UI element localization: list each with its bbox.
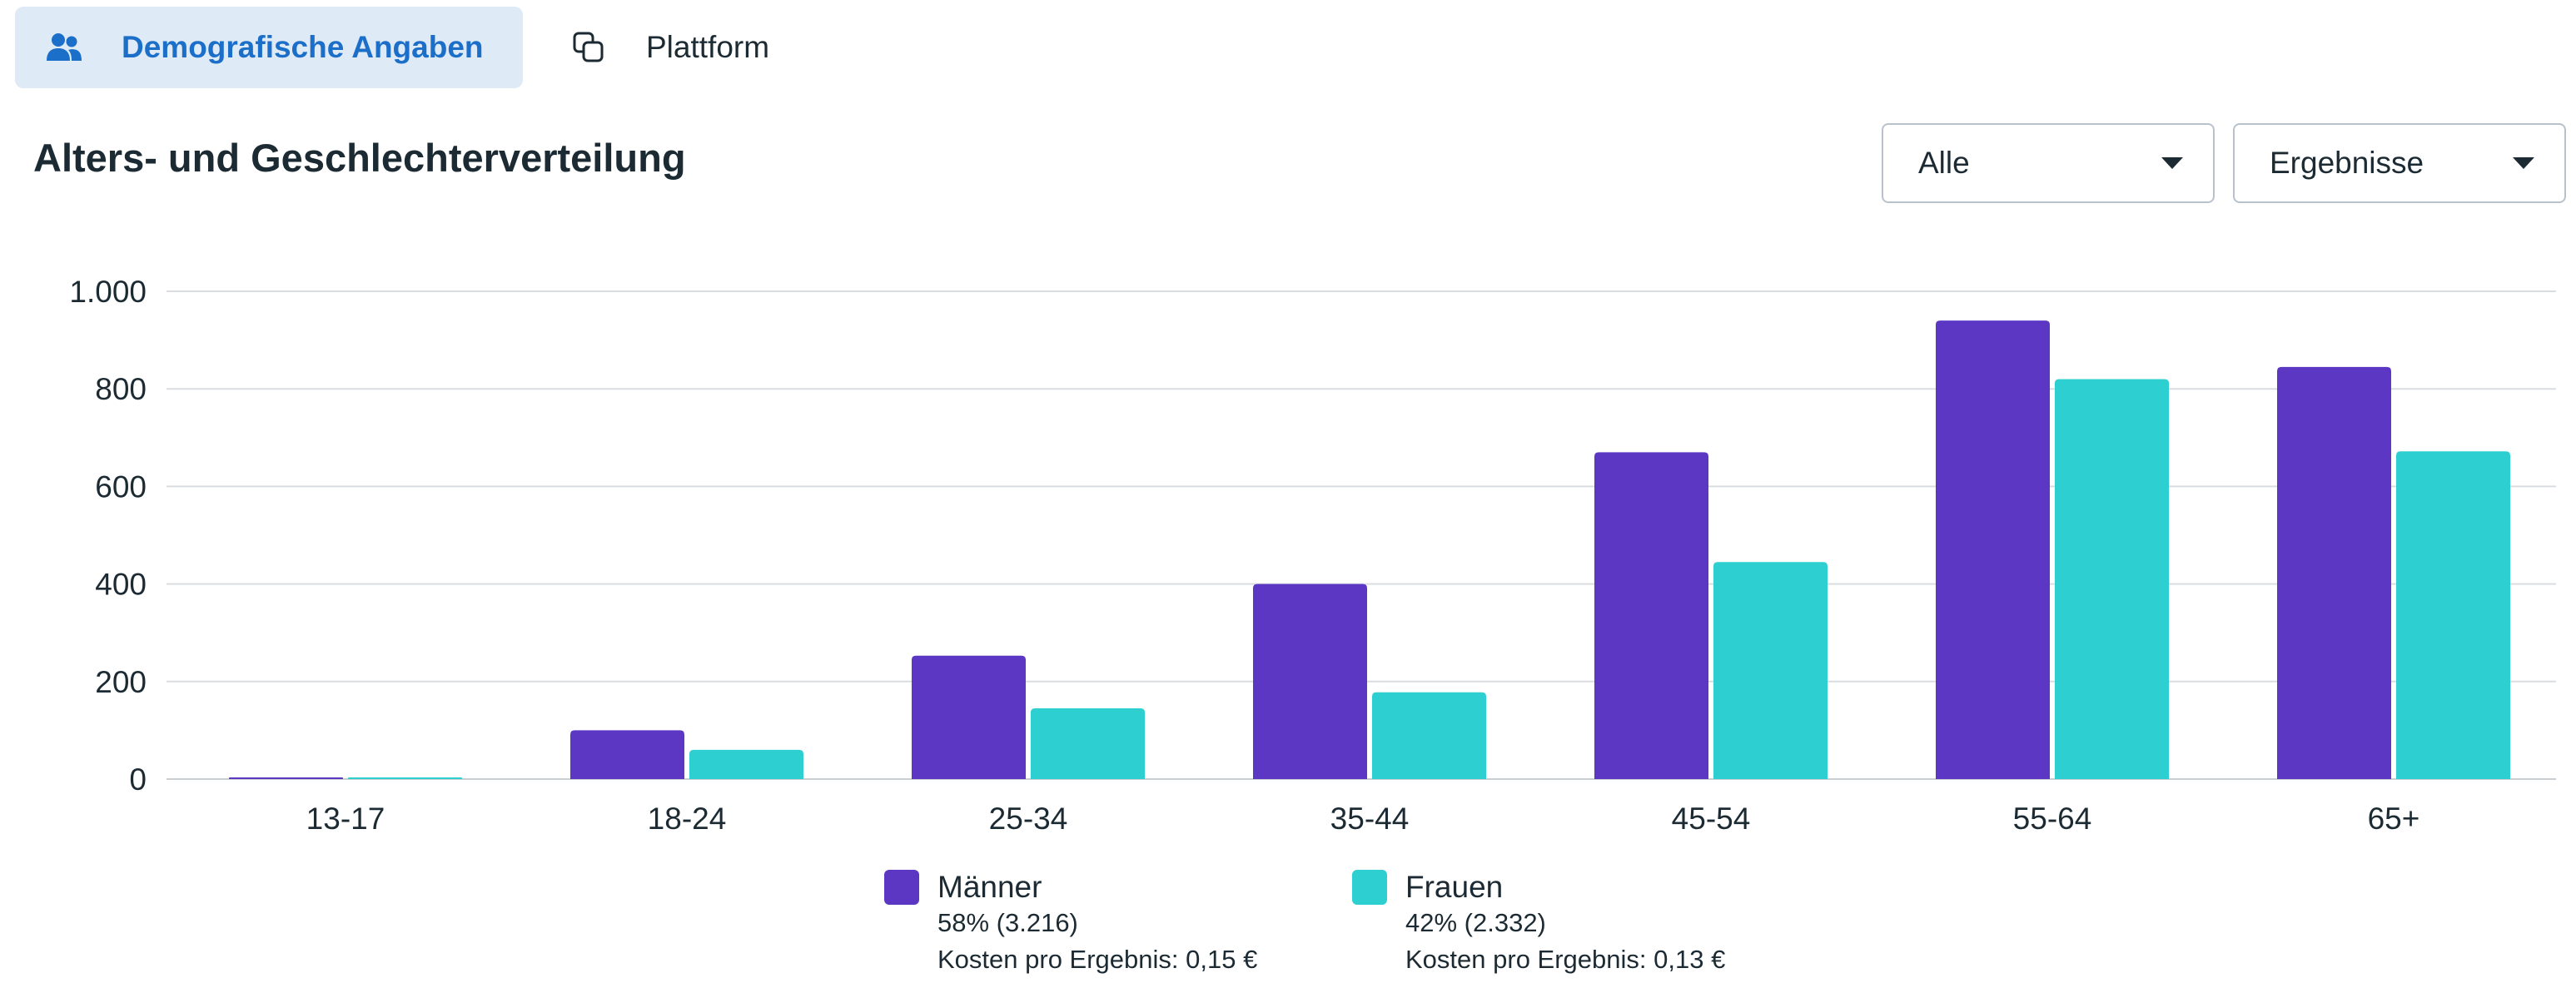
people-icon [45,28,83,67]
dropdown-value: Ergebnisse [2270,146,2424,180]
tab-label: Plattform [646,30,770,64]
y-tick-label: 400 [95,568,147,602]
metric-dropdown[interactable]: Ergebnisse [2233,123,2566,203]
y-tick-label: 1.000 [69,275,147,309]
x-tick-label: 55-64 [2013,802,2092,836]
bar-maenner-18-24[interactable] [570,730,684,779]
caret-down-icon [2161,157,2183,169]
y-tick-label: 200 [95,665,147,699]
platform-icon [569,28,608,67]
x-tick-label: 35-44 [1330,802,1410,836]
tab-bar: Demografische Angaben Plattform [15,7,798,88]
chart-title: Alters- und Geschlechterverteilung [33,136,686,180]
bar-frauen-25-34[interactable] [1031,708,1145,779]
y-tick-label: 0 [129,762,147,797]
legend-swatch [1352,870,1387,905]
legend-cost: Kosten pro Ergebnis: 0,15 € [937,945,1258,974]
y-tick-label: 800 [95,372,147,406]
legend-cost: Kosten pro Ergebnis: 0,13 € [1405,945,1726,974]
tab-label: Demografische Angaben [122,30,484,64]
legend-item-frauen: Frauen 42% (2.332) Kosten pro Ergebnis: … [1352,870,1725,978]
bar-frauen-13-17[interactable] [348,777,462,779]
audience-dropdown[interactable]: Alle [1882,123,2215,203]
legend-share: 42% (2.332) [1405,908,1546,937]
caret-down-icon [2513,157,2534,169]
tab-demografische-angaben[interactable]: Demografische Angaben [15,7,523,88]
bar-frauen-55-64[interactable] [2055,379,2169,779]
x-tick-label: 45-54 [1672,802,1751,836]
legend-swatch [884,870,919,905]
legend-share: 58% (3.216) [937,908,1078,937]
y-tick-label: 600 [95,469,147,504]
bar-frauen-18-24[interactable] [689,749,803,779]
bar-maenner-35-44[interactable] [1253,583,1367,779]
legend-name: Frauen [1405,870,1504,904]
x-tick-label: 13-17 [306,802,385,836]
x-tick-label: 18-24 [648,802,727,836]
bar-maenner-13-17[interactable] [229,777,343,779]
x-tick-label: 25-34 [989,802,1068,836]
legend-item-maenner: Männer 58% (3.216) Kosten pro Ergebnis: … [884,870,1257,978]
bar-frauen-45-54[interactable] [1713,562,1828,779]
legend-name: Männer [937,870,1042,904]
bar-maenner-45-54[interactable] [1594,452,1708,779]
bar-frauen-65+[interactable] [2396,451,2510,779]
bar-chart: 0 200 400 600 800 1.000 13-17 18-24 25-34 35-44 45… [69,275,2556,836]
bar-maenner-65+[interactable] [2277,366,2391,779]
tab-plattform[interactable]: Plattform [540,7,798,88]
x-tick-label: 65+ [2368,802,2420,836]
bar-maenner-55-64[interactable] [1936,320,2050,779]
bar-maenner-25-34[interactable] [912,655,1026,779]
dropdown-value: Alle [1918,146,1970,180]
bar-frauen-35-44[interactable] [1372,692,1486,779]
